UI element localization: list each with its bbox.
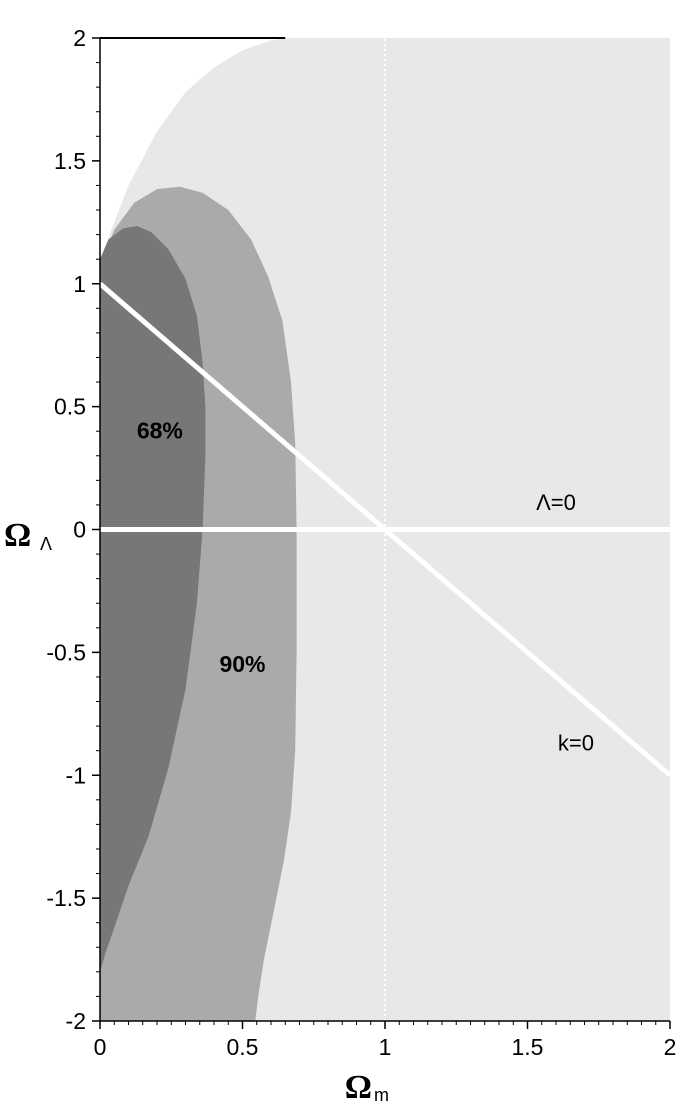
line-label-lambda-zero: Λ=0	[536, 490, 576, 515]
reference-lines	[98, 38, 672, 1021]
y-tick-label: 0.5	[54, 394, 86, 420]
y-tick-label: -0.5	[46, 639, 86, 665]
x-tick-label: 2	[664, 1034, 677, 1060]
region-label-90pct: 90%	[219, 651, 265, 677]
y-axis-label-subscript: Λ	[40, 534, 52, 554]
x-tick-label: 0	[94, 1034, 107, 1060]
y-tick-label: 1.5	[54, 148, 86, 174]
y-tick-label: -1.5	[46, 885, 86, 911]
y-tick-label: 1	[73, 271, 86, 297]
x-axis-label-subscript: m	[374, 1085, 389, 1105]
x-axis-title: Ω m	[345, 1069, 389, 1106]
y-tick-label: 2	[73, 25, 86, 51]
y-axis-label: Ω	[4, 517, 31, 554]
line-label-k-zero: k=0	[558, 731, 594, 756]
x-tick-label: 1	[379, 1034, 392, 1060]
x-tick-label: 1.5	[512, 1034, 544, 1060]
y-tick-label: -2	[66, 1008, 86, 1034]
plot-area: 68% 90% k=0 Λ=0	[98, 38, 672, 1021]
axes: -2 -1.5 -1 -0.5 0 0.5 1 1.5 2 0 0.5 1 1.5 2	[46, 25, 676, 1060]
y-tick-label: -1	[66, 762, 86, 788]
region-label-68pct: 68%	[137, 418, 183, 444]
x-axis-label: Ω	[345, 1069, 372, 1106]
y-axis-title: Ω Λ	[4, 517, 52, 554]
x-tick-label: 0.5	[227, 1034, 259, 1060]
y-tick-label: 0	[73, 517, 86, 543]
line-labels: k=0 Λ=0	[536, 490, 594, 756]
region-68pct	[100, 226, 206, 972]
region-labels: 68% 90%	[137, 418, 266, 677]
